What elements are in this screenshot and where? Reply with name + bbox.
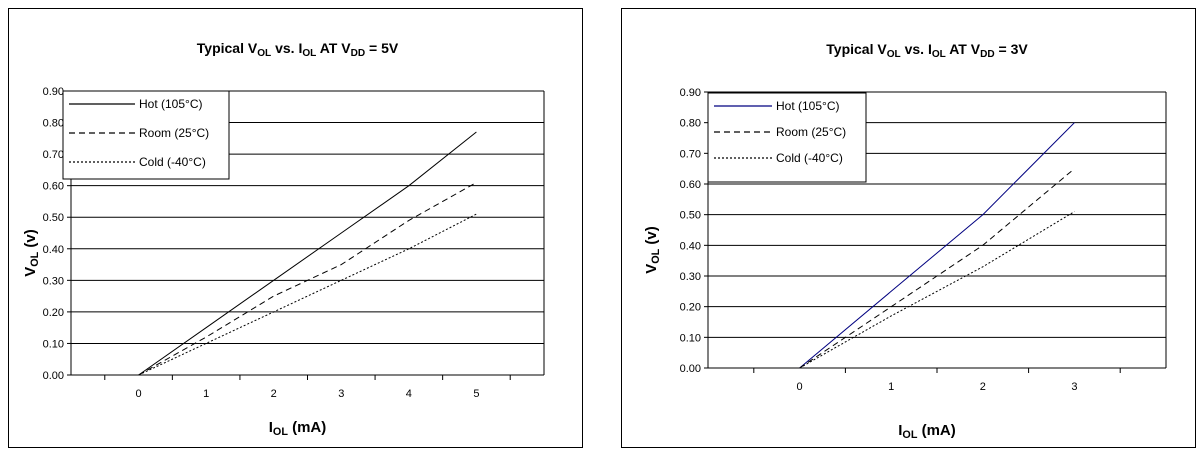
- y-tick-label: 0.20: [43, 307, 64, 319]
- legend-label-1: Hot (105°C): [139, 97, 203, 111]
- title-subscript: DD: [980, 49, 995, 60]
- title-subscript: OL: [932, 49, 946, 60]
- y-tick-label: 0.80: [43, 118, 64, 130]
- x-tick-label: 2: [271, 388, 277, 400]
- y-axis-title-part: (v): [22, 229, 39, 252]
- x-axis-title: IOL (mA): [269, 419, 327, 438]
- chart-svg-vdd-3v: Typical VOL vs. IOL AT VDD = 3V0.000.100…: [643, 41, 1167, 441]
- y-axis-title: VOL (v): [643, 226, 662, 274]
- x-axis-title-part: I: [269, 419, 273, 436]
- y-axis-title-part: V: [22, 267, 39, 277]
- title-subscript: OL: [887, 49, 901, 60]
- x-tick-label: 3: [338, 388, 344, 400]
- x-tick-label: 0: [797, 381, 803, 393]
- y-tick-label: 0.00: [43, 370, 64, 382]
- title-subscript: OL: [302, 48, 316, 59]
- y-tick-label: 0.20: [680, 302, 701, 314]
- legend-label-3: Cold (-40°C): [776, 151, 843, 165]
- x-axis-title: IOL (mA): [898, 422, 956, 441]
- x-tick-label: 4: [406, 388, 412, 400]
- y-tick-label: 0.60: [43, 181, 64, 193]
- y-axis-title-part: V: [643, 264, 660, 274]
- y-tick-label: 0.60: [680, 179, 701, 191]
- title-subscript: DD: [351, 48, 366, 59]
- title-part: = 3V: [995, 41, 1029, 57]
- title-part: Typical V: [197, 40, 258, 56]
- chart-panel-vdd-5v: Typical VOL vs. IOL AT VDD = 5V 0.00 0.10 0…: [8, 8, 583, 448]
- x-axis-title-subscript: OL: [902, 429, 917, 441]
- y-tick-label: 0.40: [43, 244, 64, 256]
- legend-label-2: Room (25°C): [776, 125, 846, 139]
- x-tick-label: 2: [980, 381, 986, 393]
- series-line-1: [138, 131, 477, 376]
- x-tick-label: 1: [888, 381, 894, 393]
- legend-box: [62, 90, 230, 180]
- x-tick-label: 1: [203, 388, 209, 400]
- y-tick-label: 0.00: [680, 363, 701, 375]
- title-part: vs. I: [901, 41, 932, 57]
- title-part: AT V: [946, 41, 981, 57]
- title-part: Typical V: [826, 41, 887, 57]
- chart-title: Typical VOL vs. IOL AT VDD = 3V: [826, 41, 1028, 60]
- title-subscript: OL: [257, 48, 271, 59]
- y-tick-label: 0.90: [680, 87, 701, 99]
- y-axis-title-subscript: OL: [650, 248, 662, 263]
- series-line-2: [799, 168, 1075, 369]
- x-tick-label: 3: [1071, 381, 1077, 393]
- legend-box: [707, 92, 867, 183]
- series-line-3: [799, 211, 1075, 369]
- series-line-2: [138, 182, 477, 376]
- title-part: vs. I: [271, 40, 302, 56]
- x-axis-title-subscript: OL: [273, 426, 288, 438]
- title-part: = 5V: [365, 40, 399, 56]
- y-tick-label: 0.50: [43, 212, 64, 224]
- y-axis-title-subscript: OL: [29, 251, 41, 266]
- series-line-3: [138, 213, 477, 376]
- series-line-1: [799, 122, 1075, 369]
- x-axis-title-part: I: [898, 422, 902, 439]
- y-tick-label: 0.30: [680, 271, 701, 283]
- y-tick-label: 0.80: [680, 118, 701, 130]
- y-tick-label: 0.10: [43, 338, 64, 350]
- chart-panel-vdd-3v: Typical VOL vs. IOL AT VDD = 3V 0.00 0.10 0…: [621, 8, 1196, 448]
- legend-label-2: Room (25°C): [139, 126, 209, 140]
- legend-label-3: Cold (-40°C): [139, 155, 206, 169]
- y-tick-label: 0.70: [680, 148, 701, 160]
- y-axis-title-part: (v): [643, 226, 660, 249]
- x-axis-title-part: (mA): [288, 419, 326, 436]
- legend-label-1: Hot (105°C): [776, 99, 840, 113]
- title-part: AT V: [316, 40, 351, 56]
- y-tick-label: 0.90: [43, 86, 64, 98]
- x-axis-title-part: (mA): [917, 422, 955, 439]
- y-tick-label: 0.10: [680, 332, 701, 344]
- y-tick-label: 0.50: [680, 210, 701, 222]
- x-tick-label: 5: [473, 388, 479, 400]
- y-tick-label: 0.40: [680, 240, 701, 252]
- y-tick-label: 0.30: [43, 275, 64, 287]
- y-axis-title: VOL (v): [22, 229, 41, 277]
- y-tick-label: 0.70: [43, 149, 64, 161]
- chart-svg-vdd-5v: Typical VOL vs. IOL AT VDD = 5V0.000.100…: [22, 40, 545, 438]
- x-tick-label: 0: [136, 388, 142, 400]
- chart-title: Typical VOL vs. IOL AT VDD = 5V: [197, 40, 399, 59]
